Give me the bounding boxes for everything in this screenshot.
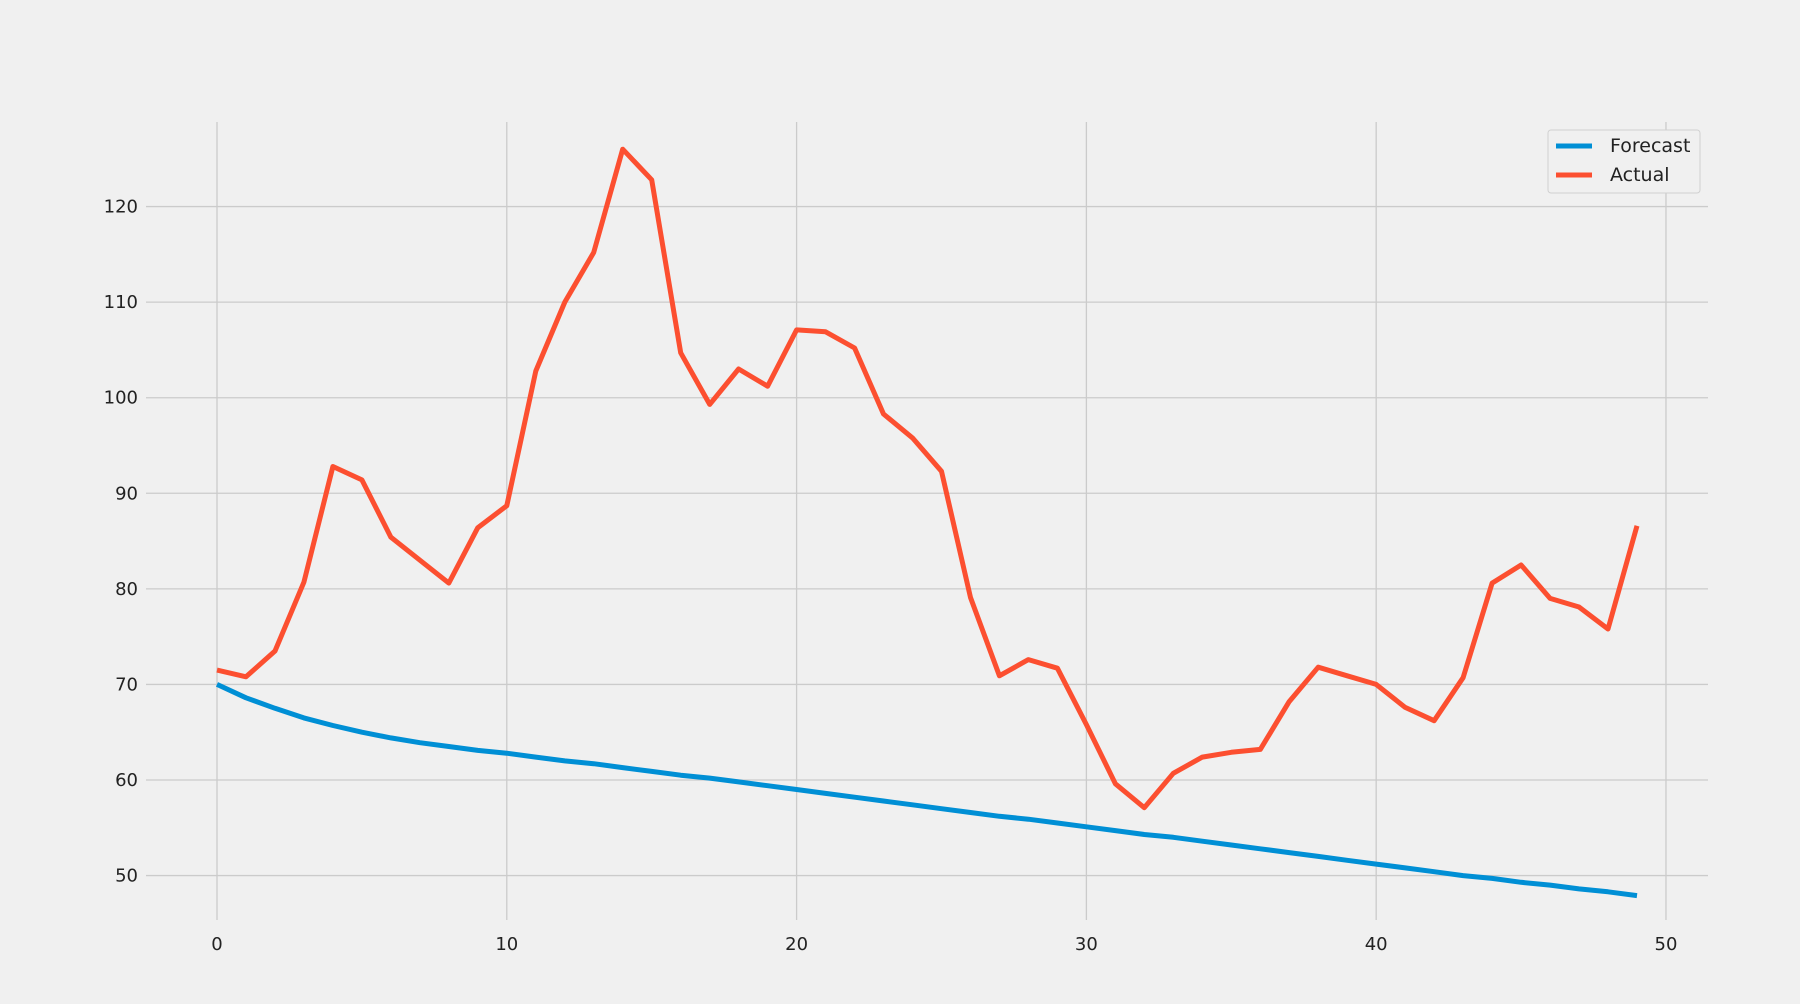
y-tick-label: 60 bbox=[115, 770, 138, 791]
x-tick-label: 40 bbox=[1365, 934, 1388, 955]
y-tick-label: 80 bbox=[115, 579, 138, 600]
y-tick-label: 110 bbox=[104, 292, 138, 313]
x-axis-tick-labels: 0 10 20 30 40 50 bbox=[211, 934, 1677, 955]
legend: Forecast Actual bbox=[1547, 129, 1701, 194]
x-tick-label: 30 bbox=[1075, 934, 1098, 955]
y-tick-label: 70 bbox=[115, 674, 138, 695]
y-tick-label: 120 bbox=[104, 197, 138, 218]
grid-lines bbox=[146, 122, 1708, 920]
x-tick-label: 10 bbox=[495, 934, 518, 955]
x-tick-label: 50 bbox=[1655, 934, 1678, 955]
y-tick-label: 90 bbox=[115, 483, 138, 504]
y-axis-tick-labels: 50 60 70 80 90 100 110 120 bbox=[104, 197, 138, 887]
x-tick-label: 0 bbox=[211, 934, 222, 955]
series-lines bbox=[215, 146, 1640, 899]
y-tick-label: 50 bbox=[115, 866, 138, 887]
legend-label: Actual bbox=[1610, 164, 1670, 186]
legend-label: Forecast bbox=[1610, 135, 1690, 157]
x-tick-label: 20 bbox=[785, 934, 808, 955]
series-line-actual bbox=[216, 146, 1640, 811]
series-line-forecast bbox=[215, 682, 1638, 899]
y-tick-label: 100 bbox=[104, 388, 138, 409]
